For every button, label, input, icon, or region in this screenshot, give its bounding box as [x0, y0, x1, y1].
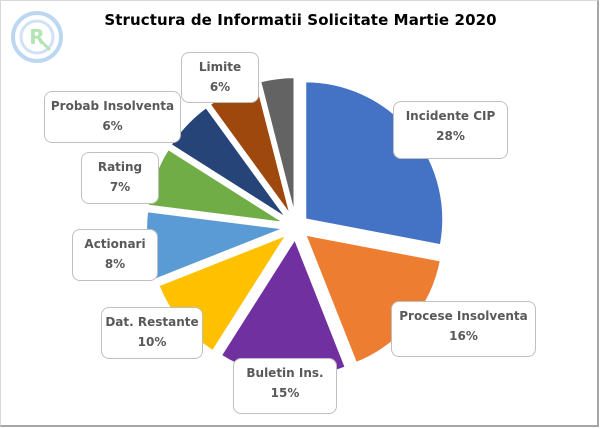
company-logo-icon: R — [11, 11, 63, 63]
pie-slice-other — [258, 76, 296, 216]
label-rating: Rating 7% — [81, 152, 159, 204]
label-dat-restante: Dat. Restante 10% — [101, 307, 203, 359]
label-buletin-ins: Buletin Ins. 15% — [233, 358, 337, 414]
label-limite: Limite 6% — [181, 52, 259, 103]
label-actionari: Actionari 8% — [72, 229, 158, 281]
label-probab-insolventa: Probab Insolventa 6% — [44, 91, 181, 143]
label-procese-insolventa: Procese Insolventa 16% — [391, 301, 536, 357]
svg-text:R: R — [29, 25, 44, 49]
chart-title: Structura de Informatii Solicitate Marti… — [104, 11, 497, 29]
pie-slice-probab-insolventa — [169, 105, 289, 220]
label-incidente-cip: Incidente CIP 28% — [393, 101, 508, 159]
